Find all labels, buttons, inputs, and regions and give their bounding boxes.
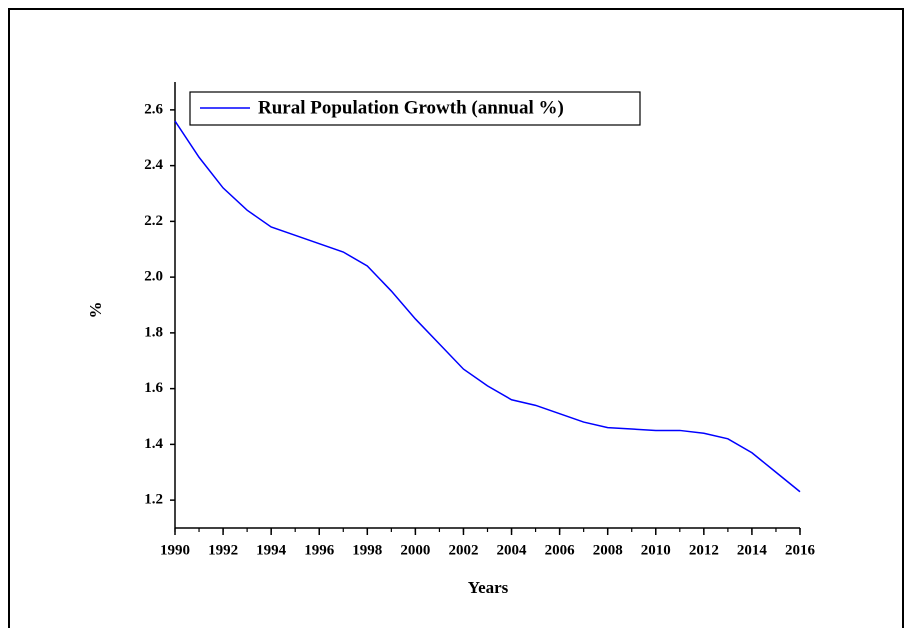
x-tick-label: 2014 <box>737 542 768 558</box>
x-tick-label: 2012 <box>689 542 719 558</box>
x-tick-label: 2000 <box>400 542 430 558</box>
y-tick-label: 2.6 <box>144 101 163 117</box>
x-tick-label: 2004 <box>497 542 528 558</box>
y-tick-label: 1.8 <box>144 324 163 340</box>
y-tick-label: 1.6 <box>144 380 163 396</box>
y-tick-label: 2.2 <box>144 213 163 229</box>
y-tick-label: 1.4 <box>144 436 163 452</box>
x-tick-label: 2002 <box>448 542 478 558</box>
y-axis-label: % <box>86 302 105 319</box>
y-tick-label: 1.2 <box>144 492 163 508</box>
y-tick-label: 2.4 <box>144 157 163 173</box>
y-tick-label: 2.0 <box>144 269 163 285</box>
x-tick-label: 1994 <box>256 542 287 558</box>
x-tick-label: 1990 <box>160 542 190 558</box>
frame <box>8 8 904 628</box>
x-tick-label: 2008 <box>593 542 623 558</box>
x-tick-label: 2016 <box>785 542 816 558</box>
x-tick-label: 1996 <box>304 542 335 558</box>
x-tick-label: 1992 <box>208 542 238 558</box>
line <box>174 120 801 493</box>
legend-box <box>189 91 641 126</box>
x-tick-label: 2010 <box>641 542 671 558</box>
x-tick-label: 2006 <box>545 542 576 558</box>
x-axis-label: Years <box>468 578 509 597</box>
legend-label: Rural Population Growth (annual %) <box>258 97 564 118</box>
x-tick-label: 1998 <box>352 542 382 558</box>
